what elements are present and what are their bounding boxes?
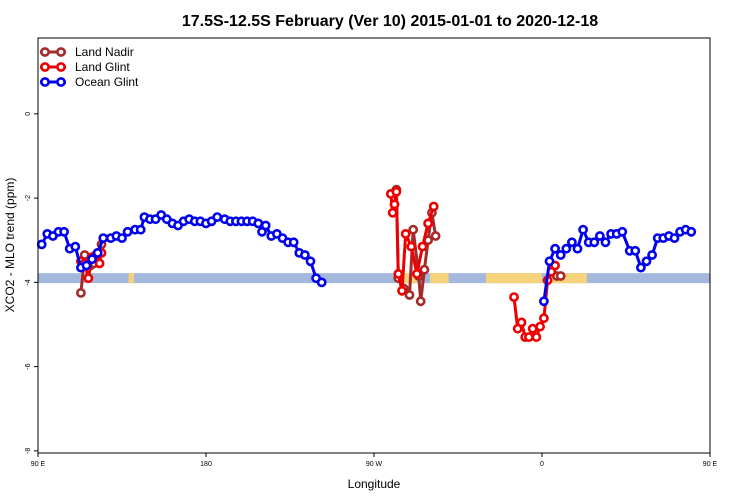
ocean-glint-point — [305, 256, 316, 267]
y-axis: 0 -2 -4 -6 -8 — [25, 112, 38, 454]
land-glint-point — [428, 201, 439, 212]
land-glint-point — [417, 241, 428, 252]
x-axis-title: Longitude — [348, 477, 401, 491]
ocean-glint-point — [555, 250, 566, 260]
plot-series — [36, 184, 697, 342]
land-nadir-point — [76, 287, 86, 298]
ocean-glint-point — [595, 231, 605, 241]
legend-item-land-nadir: Land Nadir — [40, 45, 134, 59]
ocean-glint-point — [669, 233, 680, 243]
land-band-segment — [396, 273, 417, 284]
ocean-glint-point — [647, 250, 657, 260]
ocean-glint-point — [630, 245, 641, 256]
legend-swatch-marker — [40, 62, 50, 72]
legend-swatch-marker — [40, 47, 50, 57]
ocean-glint-point — [70, 241, 81, 252]
y-axis-title: XCO2 - MLO trend (ppm) — [3, 178, 17, 313]
land-glint-point — [509, 292, 519, 302]
ocean-glint-point — [544, 256, 555, 267]
ocean-glint-point — [539, 296, 549, 307]
land-band-segment — [430, 273, 449, 284]
ocean-glint-point — [617, 226, 628, 237]
land-glint-point — [539, 313, 549, 324]
y-tick-label: -6 — [25, 363, 32, 369]
ocean-glint-point — [92, 247, 103, 258]
x-axis: 90 E 180 90 W 0 90 E — [31, 453, 718, 468]
y-tick-label: -2 — [25, 195, 32, 201]
land-band-segment — [128, 273, 135, 284]
y-tick-label: -8 — [25, 448, 32, 454]
land-nadir-point — [408, 224, 419, 235]
ocean-glint-point — [636, 262, 646, 273]
land-band-segment — [486, 273, 542, 284]
land-glint-point — [393, 268, 404, 279]
legend-swatch-marker — [40, 77, 50, 87]
land-glint-point — [387, 207, 398, 218]
land-nadir-point — [404, 290, 415, 300]
x-tick-label: 90 E — [31, 461, 46, 468]
land-glint-point — [400, 228, 411, 239]
ocean-glint-point — [299, 250, 310, 260]
ocean-glint-point — [550, 243, 560, 254]
ocean-glint-series — [36, 210, 697, 307]
land-nadir-point — [430, 231, 441, 241]
ocean-glint-point — [567, 237, 577, 248]
land-glint-point — [406, 241, 417, 252]
ocean-glint-point — [87, 254, 97, 265]
ocean-glint-point — [589, 237, 600, 248]
ocean-glint-point — [288, 237, 299, 248]
ocean-glint-point — [122, 226, 133, 237]
x-tick-label: 90 E — [703, 461, 718, 468]
ocean-glint-point — [641, 256, 652, 267]
ocean-glint-point — [135, 224, 146, 235]
ocean-glint-point — [81, 260, 92, 271]
x-tick-label: 180 — [200, 461, 212, 468]
land-glint-point — [397, 285, 407, 296]
legend-swatch-marker — [56, 47, 66, 57]
land-glint-point — [391, 186, 402, 197]
ocean-glint-point — [59, 226, 69, 237]
land-glint-point — [83, 273, 94, 284]
legend-swatch-marker — [56, 62, 66, 72]
land-nadir-point — [415, 296, 426, 307]
land-glint-point — [516, 317, 527, 328]
land-glint-point — [389, 199, 400, 210]
legend-label: Land Glint — [75, 60, 130, 74]
ocean-glint-point — [260, 220, 271, 231]
land-glint-point — [524, 332, 534, 342]
land-glint-point — [531, 332, 542, 342]
legend-label: Ocean Glint — [75, 75, 139, 89]
land-nadir-point — [419, 264, 430, 275]
ocean-glint-point — [316, 277, 327, 288]
legend-item-ocean-glint: Ocean Glint — [40, 75, 139, 89]
surface-band — [38, 273, 710, 284]
legend-swatch-marker — [56, 77, 66, 87]
ocean-band — [38, 273, 710, 284]
land-glint-point — [411, 268, 422, 279]
ocean-glint-point — [686, 226, 697, 237]
x-tick-label: 0 — [540, 461, 544, 468]
y-tick-label: -4 — [25, 279, 32, 285]
legend-label: Land Nadir — [75, 45, 134, 59]
ocean-glint-point — [117, 233, 127, 243]
land-band-segment — [547, 273, 587, 284]
ocean-glint-point — [98, 233, 109, 243]
ocean-glint-point — [36, 239, 47, 250]
x-tick-label: 90 W — [366, 461, 383, 468]
y-tick-label: 0 — [25, 112, 32, 116]
land-glint-point — [535, 321, 545, 332]
ocean-glint-point — [561, 243, 572, 254]
land-glint-point — [94, 258, 105, 269]
land-glint-point — [423, 218, 433, 229]
ocean-glint-point — [212, 212, 223, 222]
ocean-glint-point — [572, 243, 583, 254]
chart-title: 17.5S-12.5S February (Ver 10) 2015-01-01… — [182, 13, 598, 30]
ocean-glint-point — [578, 224, 588, 235]
land-nadir-point — [555, 271, 566, 281]
legend-item-land-glint: Land Glint — [40, 60, 130, 74]
ocean-glint-point — [600, 237, 611, 248]
